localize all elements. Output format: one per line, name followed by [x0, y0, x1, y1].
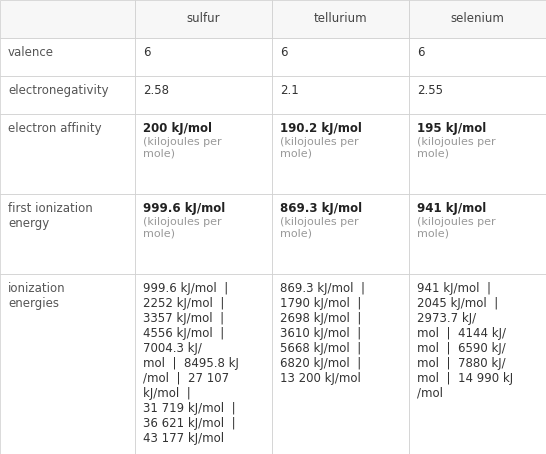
- Bar: [272, 274, 409, 454]
- Bar: [0, 114, 135, 194]
- Text: 2.1: 2.1: [280, 84, 299, 97]
- Text: 999.6 kJ/mol  |
2252 kJ/mol  |
3357 kJ/mol  |
4556 kJ/mol  |
7004.3 kJ/
mol  |  : 999.6 kJ/mol | 2252 kJ/mol | 3357 kJ/mol…: [143, 282, 239, 445]
- Text: 6: 6: [417, 46, 424, 59]
- Bar: [0, 274, 135, 454]
- Text: (kilojoules per
mole): (kilojoules per mole): [280, 137, 359, 158]
- Bar: [409, 114, 546, 194]
- Bar: [272, 76, 409, 114]
- Text: sulfur: sulfur: [187, 13, 221, 25]
- Bar: [272, 114, 409, 194]
- Text: (kilojoules per
mole): (kilojoules per mole): [417, 137, 496, 158]
- Bar: [0, 76, 135, 114]
- Bar: [409, 194, 546, 274]
- Bar: [272, 0, 409, 38]
- Text: 2.58: 2.58: [143, 84, 169, 97]
- Bar: [0, 38, 135, 76]
- Bar: [135, 274, 272, 454]
- Text: first ionization
energy: first ionization energy: [8, 202, 93, 230]
- Text: selenium: selenium: [450, 13, 505, 25]
- Text: (kilojoules per
mole): (kilojoules per mole): [143, 217, 222, 239]
- Text: valence: valence: [8, 46, 54, 59]
- Text: tellurium: tellurium: [314, 13, 367, 25]
- Bar: [135, 76, 272, 114]
- Text: 6: 6: [143, 46, 151, 59]
- Bar: [272, 194, 409, 274]
- Text: 200 kJ/mol: 200 kJ/mol: [143, 122, 212, 135]
- Text: 2.55: 2.55: [417, 84, 443, 97]
- Text: 190.2 kJ/mol: 190.2 kJ/mol: [280, 122, 362, 135]
- Text: (kilojoules per
mole): (kilojoules per mole): [417, 217, 496, 239]
- Text: ionization
energies: ionization energies: [8, 282, 66, 310]
- Bar: [135, 114, 272, 194]
- Bar: [272, 38, 409, 76]
- Bar: [409, 38, 546, 76]
- Bar: [0, 0, 135, 38]
- Bar: [135, 0, 272, 38]
- Text: 999.6 kJ/mol: 999.6 kJ/mol: [143, 202, 225, 215]
- Text: electronegativity: electronegativity: [8, 84, 109, 97]
- Text: (kilojoules per
mole): (kilojoules per mole): [280, 217, 359, 239]
- Bar: [0, 194, 135, 274]
- Bar: [409, 76, 546, 114]
- Text: electron affinity: electron affinity: [8, 122, 102, 135]
- Bar: [135, 194, 272, 274]
- Text: 6: 6: [280, 46, 288, 59]
- Bar: [135, 38, 272, 76]
- Bar: [409, 0, 546, 38]
- Text: 941 kJ/mol: 941 kJ/mol: [417, 202, 486, 215]
- Text: 869.3 kJ/mol  |
1790 kJ/mol  |
2698 kJ/mol  |
3610 kJ/mol  |
5668 kJ/mol  |
6820: 869.3 kJ/mol | 1790 kJ/mol | 2698 kJ/mol…: [280, 282, 365, 385]
- Text: 941 kJ/mol  |
2045 kJ/mol  |
2973.7 kJ/
mol  |  4144 kJ/
mol  |  6590 kJ/
mol  |: 941 kJ/mol | 2045 kJ/mol | 2973.7 kJ/ mo…: [417, 282, 513, 400]
- Text: (kilojoules per
mole): (kilojoules per mole): [143, 137, 222, 158]
- Bar: [409, 274, 546, 454]
- Text: 195 kJ/mol: 195 kJ/mol: [417, 122, 486, 135]
- Text: 869.3 kJ/mol: 869.3 kJ/mol: [280, 202, 362, 215]
